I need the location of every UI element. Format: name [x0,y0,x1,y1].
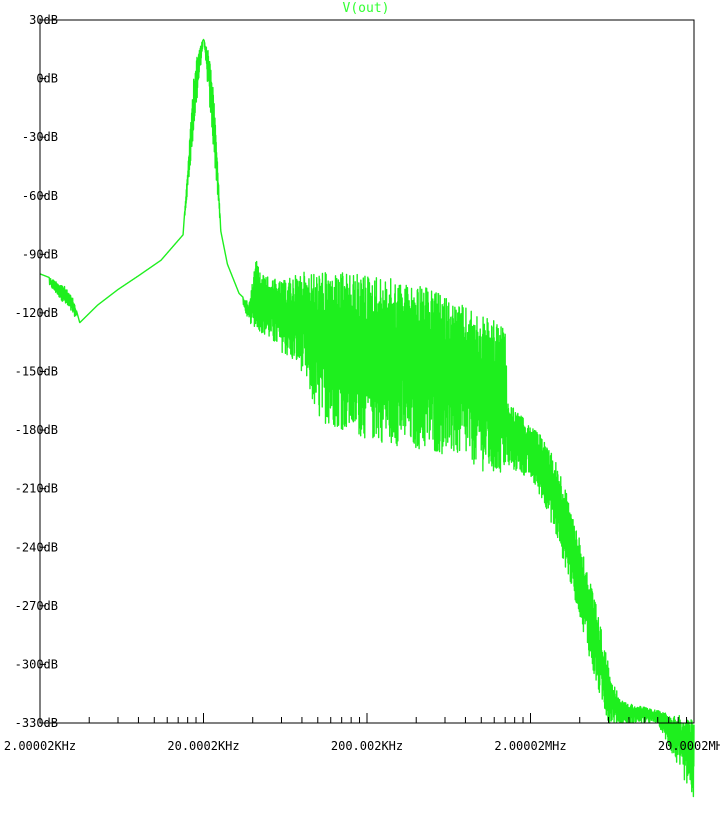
y-tick-label: -30dB [22,130,58,144]
y-tick-label: -150dB [15,365,58,379]
x-tick-label: 20.0002MHz [658,739,720,753]
x-tick-label: 2.00002KHz [4,739,76,753]
chart-title: V(out) [343,1,390,16]
y-tick-label: -300dB [15,657,58,671]
y-tick-label: -210dB [15,482,58,496]
y-tick-label: 0dB [36,72,58,86]
y-tick-label: -330dB [15,716,58,730]
y-tick-label: 30dB [29,13,58,27]
x-tick-label: 20.0002KHz [167,739,239,753]
x-tick-label: 200.002KHz [331,739,403,753]
y-tick-label: -180dB [15,423,58,437]
trace-layer [39,38,695,798]
tick-layer: 30dB 0dB -30dB -60dB -90dB -120dB -150dB -180dB… [4,13,720,753]
y-tick-label: -270dB [15,599,58,613]
y-tick-label: -90dB [22,247,58,261]
y-tick-label: -240dB [15,540,58,554]
x-tick-label: 2.00002MHz [494,739,566,753]
y-tick-label: -60dB [22,189,58,203]
vout-trace [39,38,695,798]
y-tick-label: -120dB [15,306,58,320]
